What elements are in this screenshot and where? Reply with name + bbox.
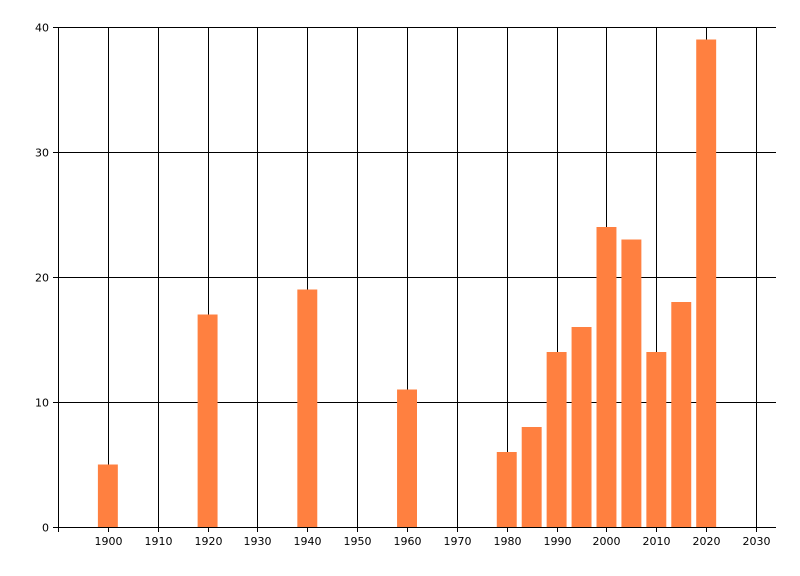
x-tick-label: 2020 <box>693 535 721 548</box>
x-tick-label: 1970 <box>444 535 472 548</box>
bar <box>596 227 617 527</box>
x-tick-label: 1940 <box>294 535 322 548</box>
bar <box>397 389 417 527</box>
x-tick-label: 1930 <box>244 535 272 548</box>
x-tick-label: 1910 <box>145 535 173 548</box>
x-tick-label: 1980 <box>494 535 522 548</box>
x-tick-label: 2010 <box>643 535 671 548</box>
y-tick-label: 30 <box>35 147 49 160</box>
x-tick-label: 1990 <box>544 535 572 548</box>
axes <box>53 27 776 532</box>
bar <box>671 302 692 527</box>
bar <box>297 289 318 527</box>
y-tick-label: 20 <box>35 272 49 285</box>
y-tick-label: 10 <box>35 397 49 410</box>
x-tick-label: 2000 <box>593 535 621 548</box>
x-tick-label: 2030 <box>743 535 771 548</box>
bar <box>97 464 118 527</box>
x-tick-label: 1960 <box>394 535 422 548</box>
bar <box>621 239 642 527</box>
bar <box>197 314 218 527</box>
bar <box>571 327 592 527</box>
x-tick-label: 1950 <box>344 535 372 548</box>
y-tick-label: 40 <box>35 22 49 35</box>
x-tick-label: 1920 <box>195 535 223 548</box>
y-tick-label: 0 <box>42 522 49 535</box>
bar <box>646 352 667 527</box>
bars <box>97 39 717 527</box>
x-tick-label: 1900 <box>95 535 123 548</box>
bar <box>696 39 717 527</box>
bar <box>546 352 567 527</box>
bar <box>496 452 517 527</box>
bar <box>521 427 542 527</box>
